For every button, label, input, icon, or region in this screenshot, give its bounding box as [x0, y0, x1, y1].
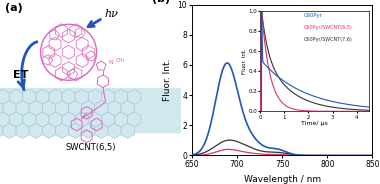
Polygon shape	[3, 100, 16, 116]
Polygon shape	[23, 112, 36, 127]
Polygon shape	[69, 123, 82, 138]
Polygon shape	[10, 89, 23, 104]
Text: (a): (a)	[5, 3, 23, 13]
Polygon shape	[128, 112, 141, 127]
Polygon shape	[16, 123, 29, 138]
Polygon shape	[121, 123, 134, 138]
Text: hν: hν	[105, 9, 118, 19]
Polygon shape	[29, 100, 42, 116]
Polygon shape	[75, 112, 88, 127]
Polygon shape	[36, 112, 49, 127]
Text: SWCNT(6,5): SWCNT(6,5)	[65, 143, 116, 152]
Text: C60Pyr/SWCNT(7,6): C60Pyr/SWCNT(7,6)	[304, 37, 352, 42]
Polygon shape	[0, 89, 10, 104]
Polygon shape	[88, 112, 101, 127]
Polygon shape	[16, 100, 29, 116]
Polygon shape	[62, 112, 75, 127]
Polygon shape	[62, 89, 75, 104]
Polygon shape	[49, 112, 62, 127]
Polygon shape	[82, 100, 95, 116]
Polygon shape	[128, 89, 141, 104]
Polygon shape	[42, 100, 55, 116]
Polygon shape	[3, 123, 16, 138]
Polygon shape	[95, 123, 108, 138]
Polygon shape	[0, 112, 10, 127]
Polygon shape	[114, 89, 128, 104]
Polygon shape	[23, 89, 36, 104]
Polygon shape	[108, 123, 121, 138]
Polygon shape	[101, 112, 114, 127]
Bar	[0, 88, 180, 132]
Polygon shape	[55, 100, 69, 116]
Polygon shape	[101, 89, 114, 104]
Text: C60Pyr: C60Pyr	[304, 13, 323, 18]
Text: (b): (b)	[152, 0, 170, 3]
Text: ET: ET	[13, 70, 28, 79]
X-axis label: Time/ μs: Time/ μs	[301, 121, 328, 126]
X-axis label: Wavelength / nm: Wavelength / nm	[244, 175, 321, 184]
Polygon shape	[82, 123, 95, 138]
Text: CH₃: CH₃	[116, 58, 125, 63]
Polygon shape	[42, 123, 55, 138]
Polygon shape	[10, 112, 23, 127]
Polygon shape	[36, 89, 49, 104]
Polygon shape	[0, 100, 3, 116]
Y-axis label: Fluor. Int.: Fluor. Int.	[242, 48, 247, 74]
Polygon shape	[114, 112, 128, 127]
Polygon shape	[0, 123, 3, 138]
Polygon shape	[29, 123, 42, 138]
Polygon shape	[75, 89, 88, 104]
Polygon shape	[55, 123, 69, 138]
Polygon shape	[49, 89, 62, 104]
Polygon shape	[121, 100, 134, 116]
Polygon shape	[108, 100, 121, 116]
Polygon shape	[88, 89, 101, 104]
Polygon shape	[95, 100, 108, 116]
Text: N: N	[108, 60, 113, 65]
Y-axis label: Fluor. Int.: Fluor. Int.	[163, 59, 172, 101]
Text: C60Pyr/SWCNT(6,5): C60Pyr/SWCNT(6,5)	[304, 25, 352, 30]
Polygon shape	[69, 100, 82, 116]
